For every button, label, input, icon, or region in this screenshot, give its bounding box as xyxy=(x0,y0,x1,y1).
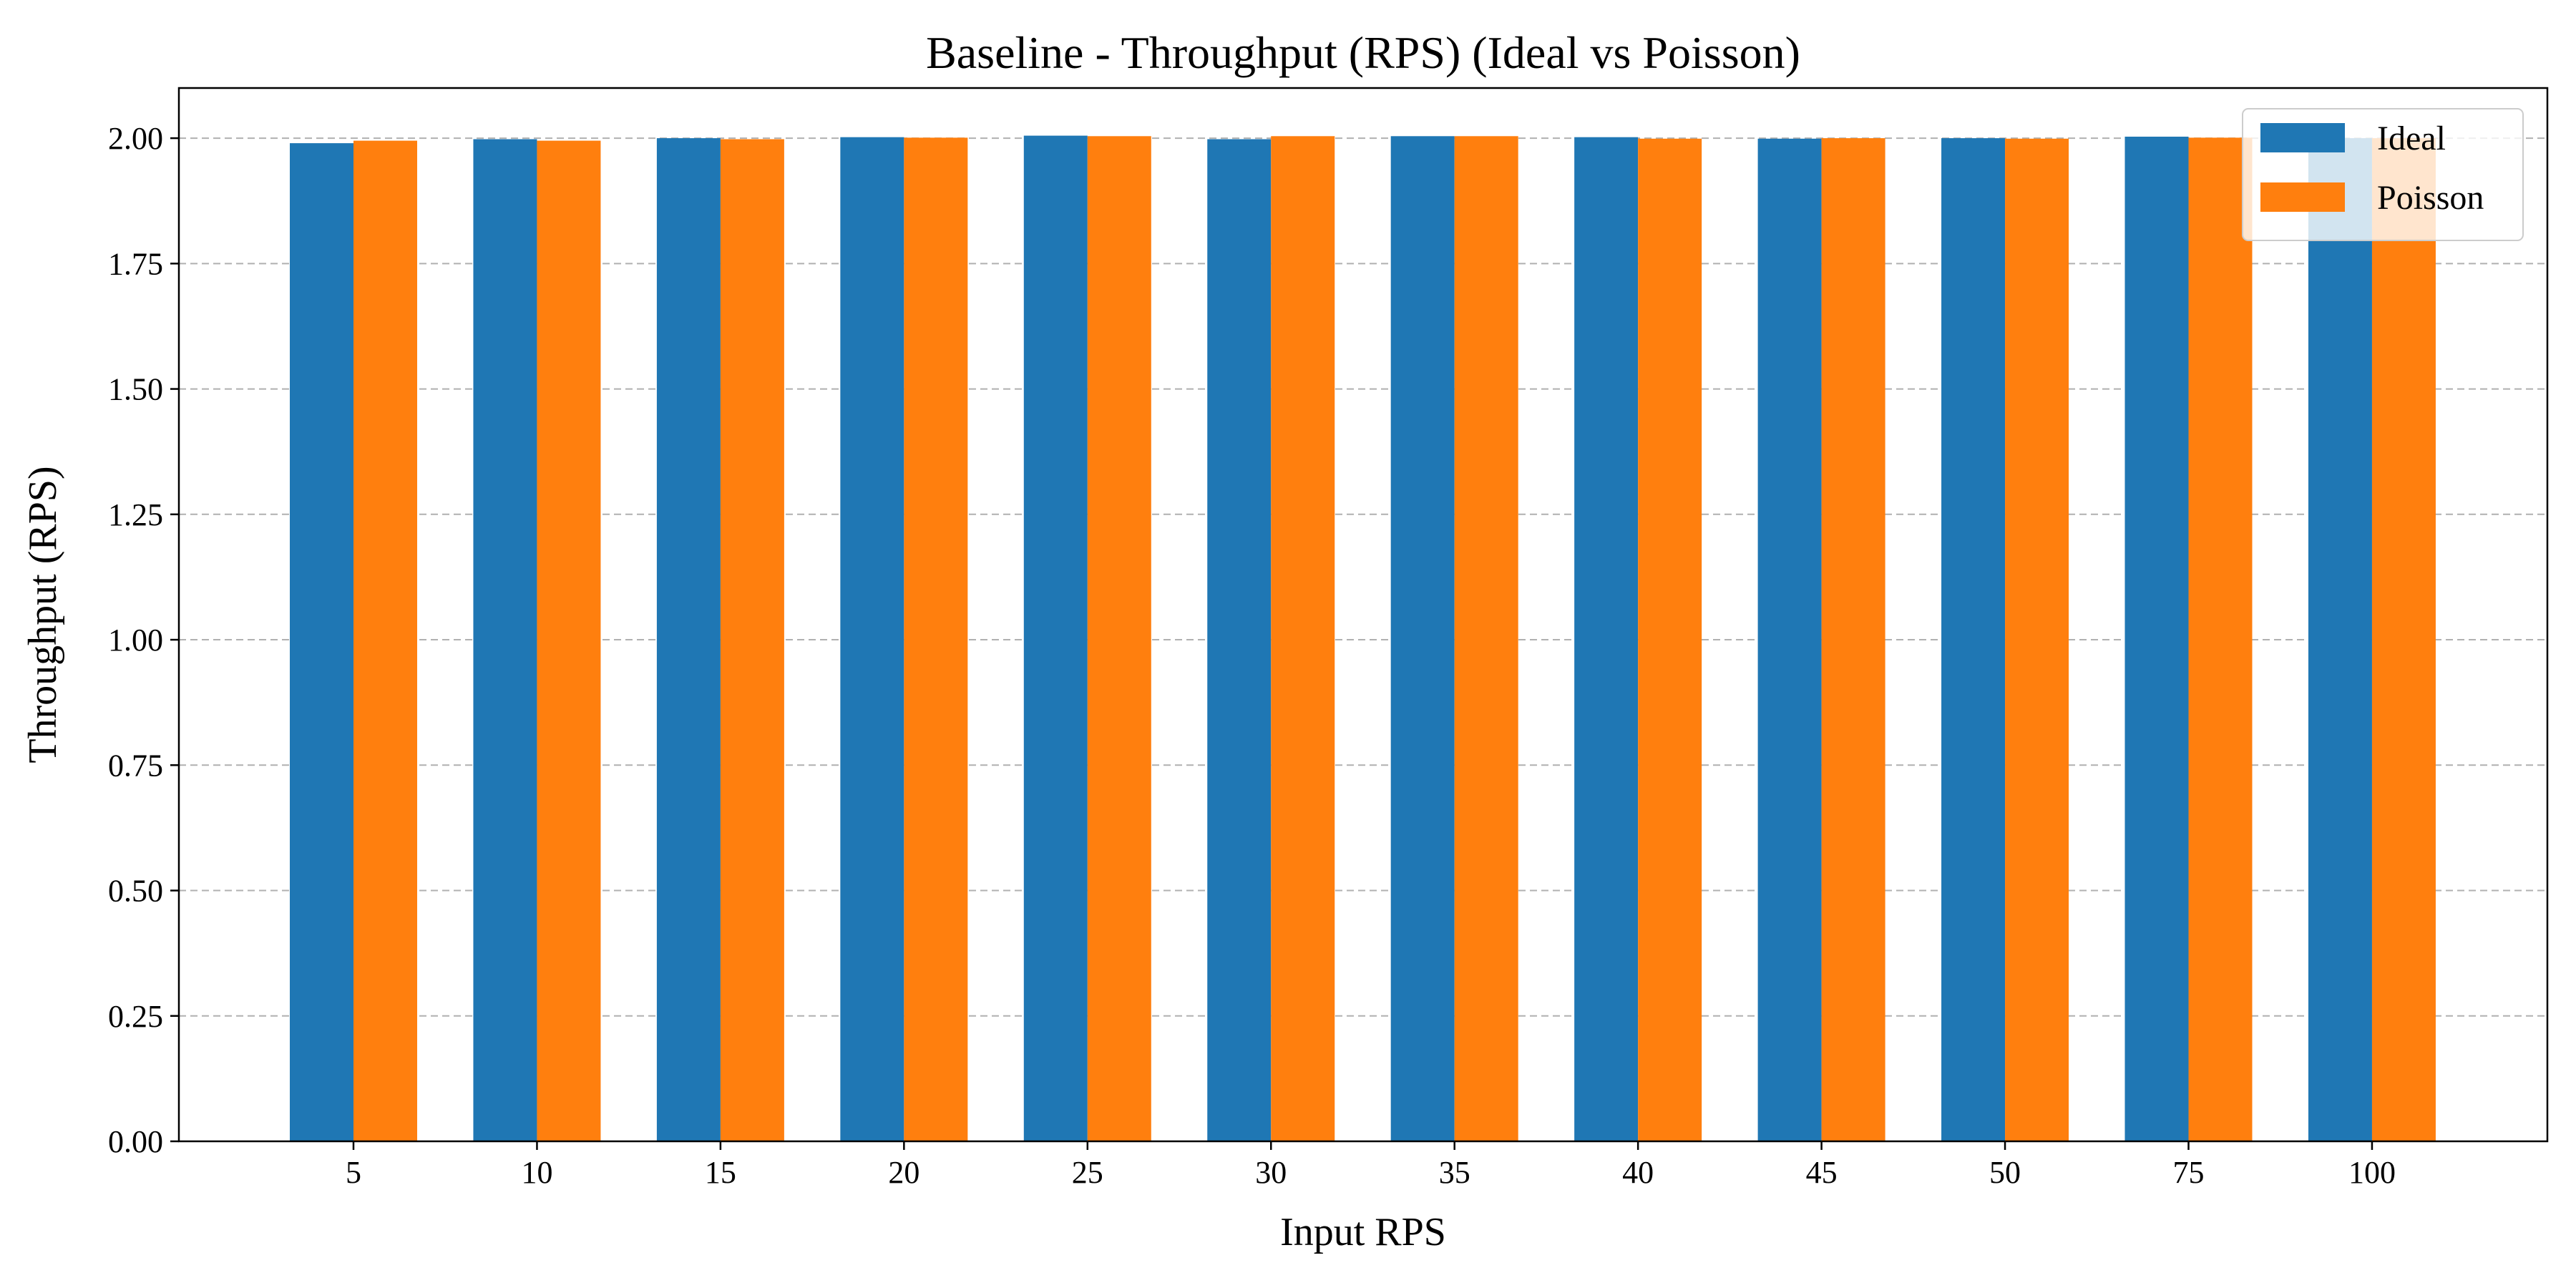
x-tick-label: 40 xyxy=(1622,1155,1654,1190)
legend-label-poisson: Poisson xyxy=(2377,179,2484,217)
bar-ideal-40 xyxy=(1574,137,1639,1141)
bar-ideal-100 xyxy=(2308,138,2372,1142)
bar-poisson-35 xyxy=(1454,136,1518,1142)
bar-poisson-40 xyxy=(1638,138,1702,1142)
bar-poisson-50 xyxy=(2005,138,2069,1142)
y-tick-label: 1.00 xyxy=(108,623,163,658)
bar-ideal-30 xyxy=(1207,139,1272,1141)
bar-ideal-50 xyxy=(1941,138,2006,1142)
bar-poisson-45 xyxy=(1821,138,1885,1142)
x-tick-label: 15 xyxy=(705,1155,736,1190)
x-tick-label: 75 xyxy=(2173,1155,2205,1190)
y-tick-label: 1.25 xyxy=(108,497,163,532)
legend-swatch-poisson xyxy=(2260,182,2345,212)
y-tick-label: 0.25 xyxy=(108,999,163,1034)
x-tick-label: 30 xyxy=(1255,1155,1287,1190)
bar-poisson-75 xyxy=(2188,137,2253,1141)
y-tick-label: 1.75 xyxy=(108,246,163,281)
y-tick-label: 1.50 xyxy=(108,372,163,407)
plot-frame xyxy=(177,87,2549,1143)
x-tick-label: 5 xyxy=(346,1155,361,1190)
x-tick-label: 35 xyxy=(1439,1155,1470,1190)
x-axis-label: Input RPS xyxy=(1280,1210,1446,1254)
bar-ideal-15 xyxy=(656,138,721,1142)
y-axis-ticks: 0.00 0.25 0.50 0.75 1.00 1.25 1.50 1.75 2.00 xyxy=(108,121,179,1159)
x-tick-label: 50 xyxy=(1989,1155,2021,1190)
y-axis-label: Throughput (RPS) xyxy=(21,466,65,763)
legend-swatch-ideal xyxy=(2260,123,2345,152)
bar-poisson-10 xyxy=(537,140,601,1142)
bar-ideal-35 xyxy=(1390,136,1455,1142)
bar-poisson-5 xyxy=(353,140,417,1142)
y-tick-label: 2.00 xyxy=(108,121,163,156)
x-tick-label: 45 xyxy=(1806,1155,1838,1190)
y-tick-label: 0.00 xyxy=(108,1124,163,1159)
legend-label-ideal: Ideal xyxy=(2377,119,2446,157)
bar-ideal-75 xyxy=(2124,136,2189,1141)
x-tick-label: 20 xyxy=(888,1155,919,1190)
bar-poisson-20 xyxy=(904,137,968,1141)
bar-poisson-30 xyxy=(1271,136,1335,1142)
x-tick-label: 10 xyxy=(521,1155,552,1190)
bar-ideal-25 xyxy=(1023,135,1088,1142)
bar-poisson-15 xyxy=(720,139,784,1141)
x-tick-label: 100 xyxy=(2348,1155,2396,1190)
bar-ideal-10 xyxy=(473,139,537,1141)
x-axis-ticks: 5 10 15 20 25 30 35 40 45 50 75 100 xyxy=(346,1141,2396,1190)
bar-ideal-45 xyxy=(1757,138,1822,1142)
bar-ideal-20 xyxy=(840,137,904,1141)
bar-poisson-25 xyxy=(1087,136,1151,1142)
bar-poisson-100 xyxy=(2371,138,2436,1142)
y-tick-label: 0.75 xyxy=(108,748,163,783)
x-tick-label: 25 xyxy=(1072,1155,1103,1190)
bars xyxy=(290,135,2436,1142)
bar-ideal-5 xyxy=(290,143,353,1142)
chart-title: Baseline - Throughput (RPS) (Ideal vs Po… xyxy=(926,27,1800,78)
y-tick-label: 0.50 xyxy=(108,874,163,909)
legend: Ideal Poisson xyxy=(2242,108,2524,241)
